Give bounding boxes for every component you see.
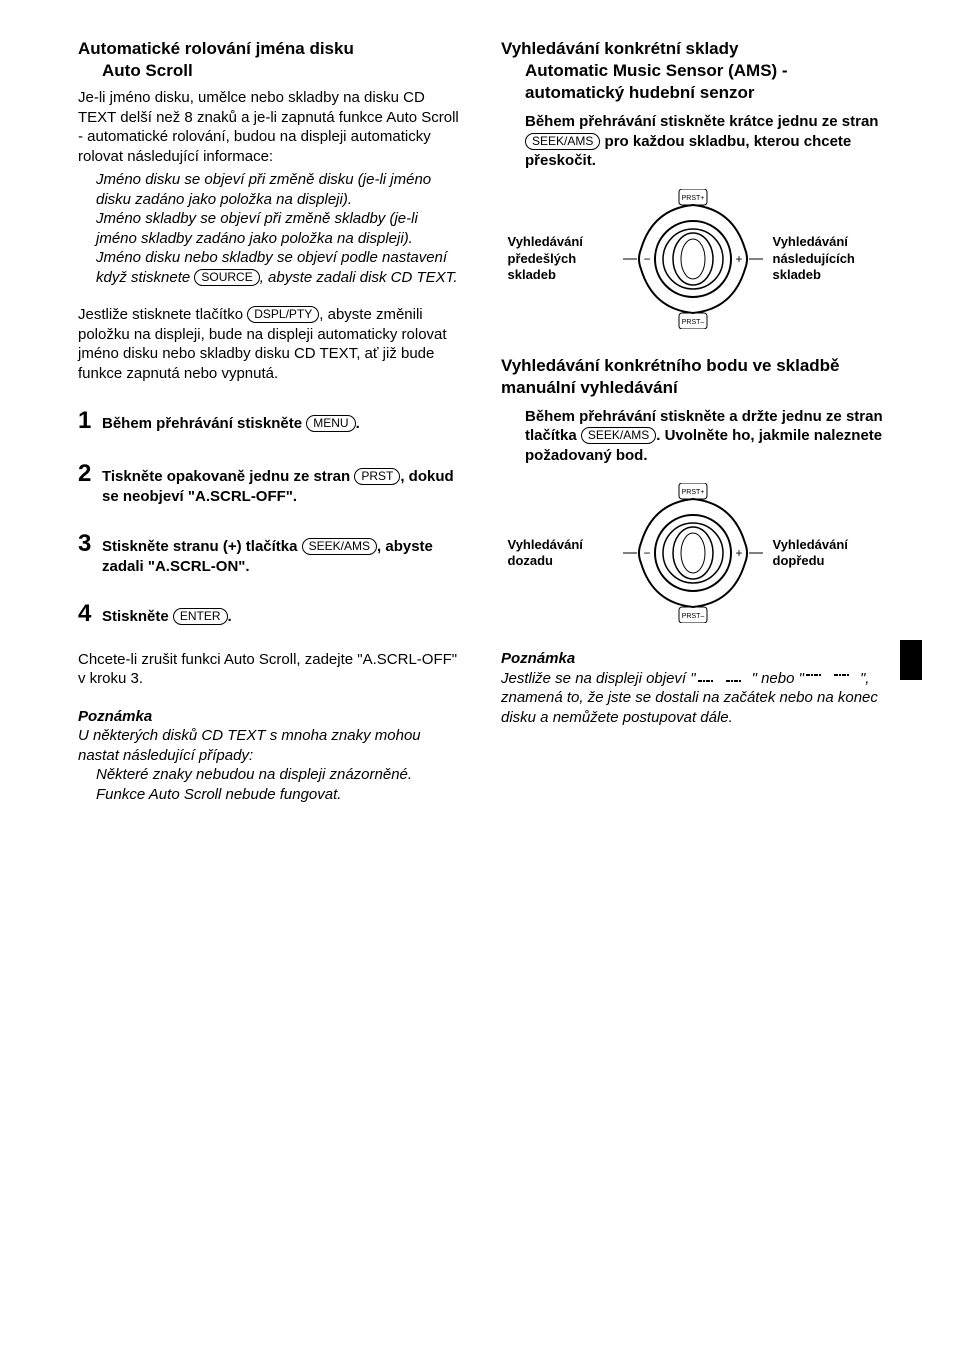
note-r-a: Jestliže se na displeji objeví " <box>501 670 696 687</box>
cancel-text: Chcete-li zrušit funkci Auto Scroll, zad… <box>78 650 461 689</box>
svg-text:−: − <box>643 252 650 266</box>
menu-button: MENU <box>306 415 355 432</box>
italic-item-2: Jméno skladby se objeví při změně skladb… <box>96 209 461 248</box>
note-line-2: Funkce Auto Scroll nebude fungovat. <box>96 785 461 805</box>
right-column: Vyhledávání konkrétní sklady Automatic M… <box>501 38 884 1352</box>
step-3: 3 Stiskněte stranu (+) tlačítka SEEK/AMS… <box>78 528 461 576</box>
heading-ams-l1: Vyhledávání konkrétní sklady <box>501 39 738 58</box>
note-line-1: Některé znaky nebudou na displeji znázor… <box>96 765 461 785</box>
heading-line2: Auto Scroll <box>102 60 461 82</box>
step-1-body: Během přehrávání stiskněte MENU. <box>102 408 461 434</box>
italic-item-3: Jméno disku nebo skladby se objeví podle… <box>96 248 461 287</box>
step-3-body: Stiskněte stranu (+) tlačítka SEEK/AMS, … <box>102 531 461 576</box>
heading-manual: Vyhledávání konkrétního bodu ve skladbě … <box>501 355 884 399</box>
step-4-body: Stiskněte ENTER. <box>102 601 461 627</box>
side-tab-marker <box>900 640 922 680</box>
instr1-a: Během přehrávání stiskněte krátce jednu … <box>525 113 878 130</box>
step-2-body: Tiskněte opakovaně jednu ze stran PRST, … <box>102 461 461 506</box>
svg-text:−: − <box>643 546 650 560</box>
knob-icon: PRST+ PRST– − + <box>623 483 763 623</box>
step-4: 4 Stiskněte ENTER. <box>78 598 461 629</box>
dspl-paragraph: Jestliže stisknete tlačítko DSPL/PTY, ab… <box>78 305 461 383</box>
display-glyph-2-icon <box>804 674 860 684</box>
italic-item-1: Jméno disku se objeví při změně disku (j… <box>96 170 461 209</box>
knob-icon: PRST+ PRST– − + <box>623 189 763 329</box>
svg-text:+: + <box>735 546 742 560</box>
display-glyph-1-icon <box>696 674 752 684</box>
step1-a: Během přehrávání stiskněte <box>102 415 306 432</box>
note-r-b: " nebo " <box>752 670 804 687</box>
note-right: Jestliže se na displeji objeví " " nebo "… <box>501 669 884 728</box>
knob2-left-label: Vyhledávání dozadu <box>508 537 613 570</box>
dspl-pty-button: DSPL/PTY <box>247 306 319 323</box>
heading-ams: Vyhledávání konkrétní sklady Automatic M… <box>501 38 884 104</box>
knob-top-label-2: PRST+ <box>681 489 704 496</box>
heading-ams-l2: Automatic Music Sensor (AMS) - automatic… <box>525 60 884 104</box>
knob-bot-label: PRST– <box>681 319 704 326</box>
knob-diagram-1: Vyhledávání předešlých skladeb PRST+ PRS… <box>501 189 884 329</box>
svg-text:+: + <box>735 252 742 266</box>
para2-a: Jestliže stisknete tlačítko <box>78 306 247 323</box>
instruction-2: Během přehrávání stiskněte a držte jednu… <box>525 407 884 466</box>
step4-b: . <box>228 608 232 625</box>
step-number-1: 1 <box>78 405 102 436</box>
step-1: 1 Během přehrávání stiskněte MENU. <box>78 405 461 436</box>
step3-a: Stiskněte stranu (+) tlačítka <box>102 538 302 555</box>
knob2-right-label: Vyhledávání dopředu <box>773 537 878 570</box>
seek-ams-button-r2: SEEK/AMS <box>581 427 656 444</box>
heading-line1: Automatické rolování jména disku <box>78 39 354 58</box>
step-number-3: 3 <box>78 528 102 559</box>
knob1-right-label: Vyhledávání následujících skladeb <box>773 234 878 283</box>
step-2: 2 Tiskněte opakovaně jednu ze stran PRST… <box>78 458 461 506</box>
step-number-4: 4 <box>78 598 102 629</box>
step1-b: . <box>356 415 360 432</box>
seek-ams-button-left: SEEK/AMS <box>302 538 377 555</box>
note-heading-left: Poznámka <box>78 707 461 727</box>
step4-a: Stiskněte <box>102 608 173 625</box>
knob-bot-label-2: PRST– <box>681 613 704 620</box>
italic3-b: , abyste zadali disk CD TEXT. <box>260 269 458 286</box>
step-number-2: 2 <box>78 458 102 489</box>
page: Automatické rolování jména disku Auto Sc… <box>0 0 954 1352</box>
intro-text: Je-li jméno disku, umělce nebo skladby n… <box>78 88 461 166</box>
note-intro: U některých disků CD TEXT s mnoha znaky … <box>78 726 461 765</box>
enter-button: ENTER <box>173 608 228 625</box>
instruction-1: Během přehrávání stiskněte krátce jednu … <box>525 112 884 171</box>
knob1-left-label: Vyhledávání předešlých skladeb <box>508 234 613 283</box>
step2-a: Tiskněte opakovaně jednu ze stran <box>102 468 354 485</box>
source-button: SOURCE <box>194 269 259 286</box>
left-column: Automatické rolování jména disku Auto Sc… <box>78 38 461 1352</box>
heading-auto-scroll: Automatické rolování jména disku Auto Sc… <box>78 38 461 82</box>
knob-diagram-2: Vyhledávání dozadu PRST+ PRST– − + Vyhle… <box>501 483 884 623</box>
knob-top-label: PRST+ <box>681 195 704 202</box>
note-heading-right: Poznámka <box>501 649 884 669</box>
prst-button: PRST <box>354 468 400 485</box>
seek-ams-button-r1: SEEK/AMS <box>525 133 600 150</box>
